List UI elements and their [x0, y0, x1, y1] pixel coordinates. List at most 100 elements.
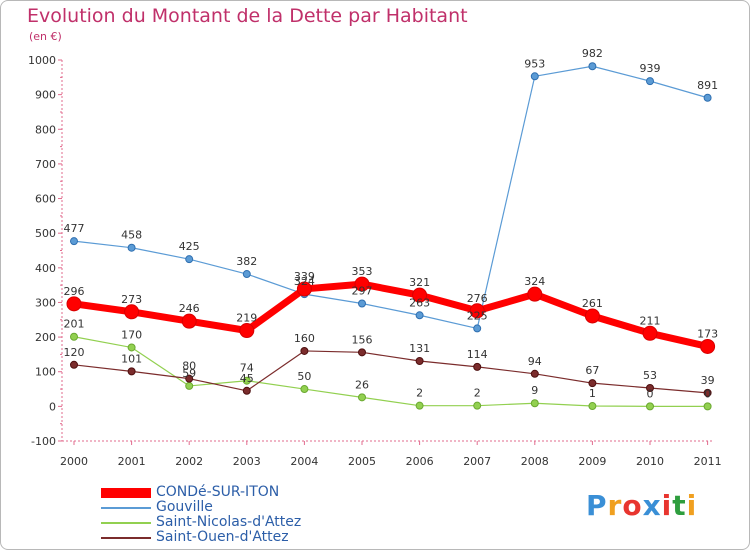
data-point — [415, 401, 424, 410]
data-label: 131 — [409, 342, 430, 355]
data-point — [242, 386, 251, 395]
legend-label-conde: CONDé-SUR-ITON — [156, 484, 280, 500]
data-label: 321 — [409, 276, 430, 289]
y-tick-label: 600 — [35, 193, 56, 206]
data-point — [239, 323, 255, 339]
data-point — [358, 299, 366, 308]
data-point — [588, 402, 597, 411]
data-point — [300, 385, 309, 394]
data-point — [588, 379, 597, 388]
legend-swatch-saint-ouen — [101, 537, 151, 539]
y-tick-label: -100 — [31, 435, 56, 448]
data-point — [185, 374, 194, 383]
data-label: 80 — [182, 360, 196, 373]
x-tick-label: 2004 — [290, 455, 318, 468]
x-tick-label: 2005 — [348, 455, 376, 468]
data-point — [646, 402, 654, 411]
data-label: 101 — [121, 352, 142, 365]
data-point — [358, 348, 366, 357]
data-point — [473, 401, 482, 410]
data-point — [185, 255, 194, 264]
logo-letter: o — [622, 489, 643, 522]
data-label: 273 — [121, 293, 142, 306]
data-point — [185, 381, 194, 390]
data-point — [242, 270, 251, 279]
x-tick-label: 2002 — [175, 455, 203, 468]
y-tick-label: 1000 — [28, 54, 56, 67]
data-label: 891 — [697, 79, 718, 92]
data-point — [530, 399, 539, 408]
data-point — [700, 338, 716, 354]
y-tick-label: 100 — [35, 366, 56, 379]
data-label: 263 — [409, 296, 430, 309]
data-point — [415, 311, 424, 320]
data-label: 201 — [64, 318, 85, 331]
data-label: 219 — [236, 312, 257, 325]
data-label: 45 — [240, 372, 254, 385]
data-point — [642, 325, 658, 341]
data-label: 67 — [585, 364, 599, 377]
logo-letter: x — [642, 489, 662, 522]
x-tick-label: 2010 — [636, 455, 664, 468]
y-tick-label: 700 — [35, 158, 56, 171]
data-label: 0 — [647, 387, 654, 400]
legend-swatch-saint-nicolas — [101, 522, 151, 524]
proxiti-logo: Proxiti — [586, 489, 697, 522]
logo-letter: i — [686, 489, 698, 522]
data-label: 382 — [236, 255, 257, 268]
legend-label-gouville: Gouville — [156, 499, 213, 515]
data-label: 246 — [179, 302, 200, 315]
data-label: 953 — [524, 57, 545, 70]
data-label: 211 — [640, 314, 661, 327]
chart-subtitle: (en €) — [29, 30, 62, 43]
data-point — [703, 388, 712, 397]
data-label: 276 — [467, 292, 488, 305]
data-label: 53 — [643, 369, 657, 382]
legend-swatch-conde — [101, 488, 151, 498]
data-point — [703, 402, 712, 411]
series-line — [73, 280, 709, 350]
data-label: 1 — [589, 387, 596, 400]
data-label: 120 — [64, 346, 85, 359]
data-label: 173 — [697, 327, 718, 340]
data-point — [70, 360, 78, 369]
data-label: 339 — [294, 270, 315, 283]
data-label: 477 — [64, 222, 85, 235]
data-label: 261 — [582, 297, 603, 310]
data-label: 939 — [640, 62, 661, 75]
data-point — [530, 72, 539, 81]
logo-letter: r — [607, 489, 623, 522]
data-label: 39 — [701, 374, 715, 387]
data-point — [473, 362, 482, 371]
data-point — [300, 346, 309, 355]
x-tick-label: 2011 — [694, 455, 722, 468]
data-point — [646, 384, 654, 393]
y-tick-label: 300 — [35, 296, 56, 309]
x-tick-label: 2000 — [60, 455, 88, 468]
x-tick-label: 2001 — [118, 455, 146, 468]
x-tick-label: 2009 — [578, 455, 606, 468]
data-label: 94 — [528, 355, 542, 368]
data-label: 9 — [531, 384, 538, 397]
data-point — [415, 356, 424, 365]
data-label: 74 — [240, 362, 254, 375]
y-tick-label: 200 — [35, 331, 56, 344]
data-label: 2 — [474, 387, 481, 400]
data-point — [127, 367, 136, 376]
logo-letter: i — [661, 489, 673, 522]
logo-letter: t — [672, 489, 687, 522]
series-line — [73, 65, 708, 330]
data-point — [354, 276, 370, 292]
data-point — [70, 332, 78, 341]
data-point — [127, 243, 136, 252]
data-point — [70, 237, 78, 246]
data-label: 296 — [64, 285, 85, 298]
data-point — [124, 304, 140, 320]
series-line — [73, 336, 708, 407]
data-label: 297 — [352, 284, 373, 297]
data-label: 324 — [524, 275, 545, 288]
x-tick-label: 2007 — [463, 455, 491, 468]
y-tick-label: 0 — [49, 400, 56, 413]
data-label: 26 — [355, 378, 369, 391]
data-point — [469, 303, 485, 319]
